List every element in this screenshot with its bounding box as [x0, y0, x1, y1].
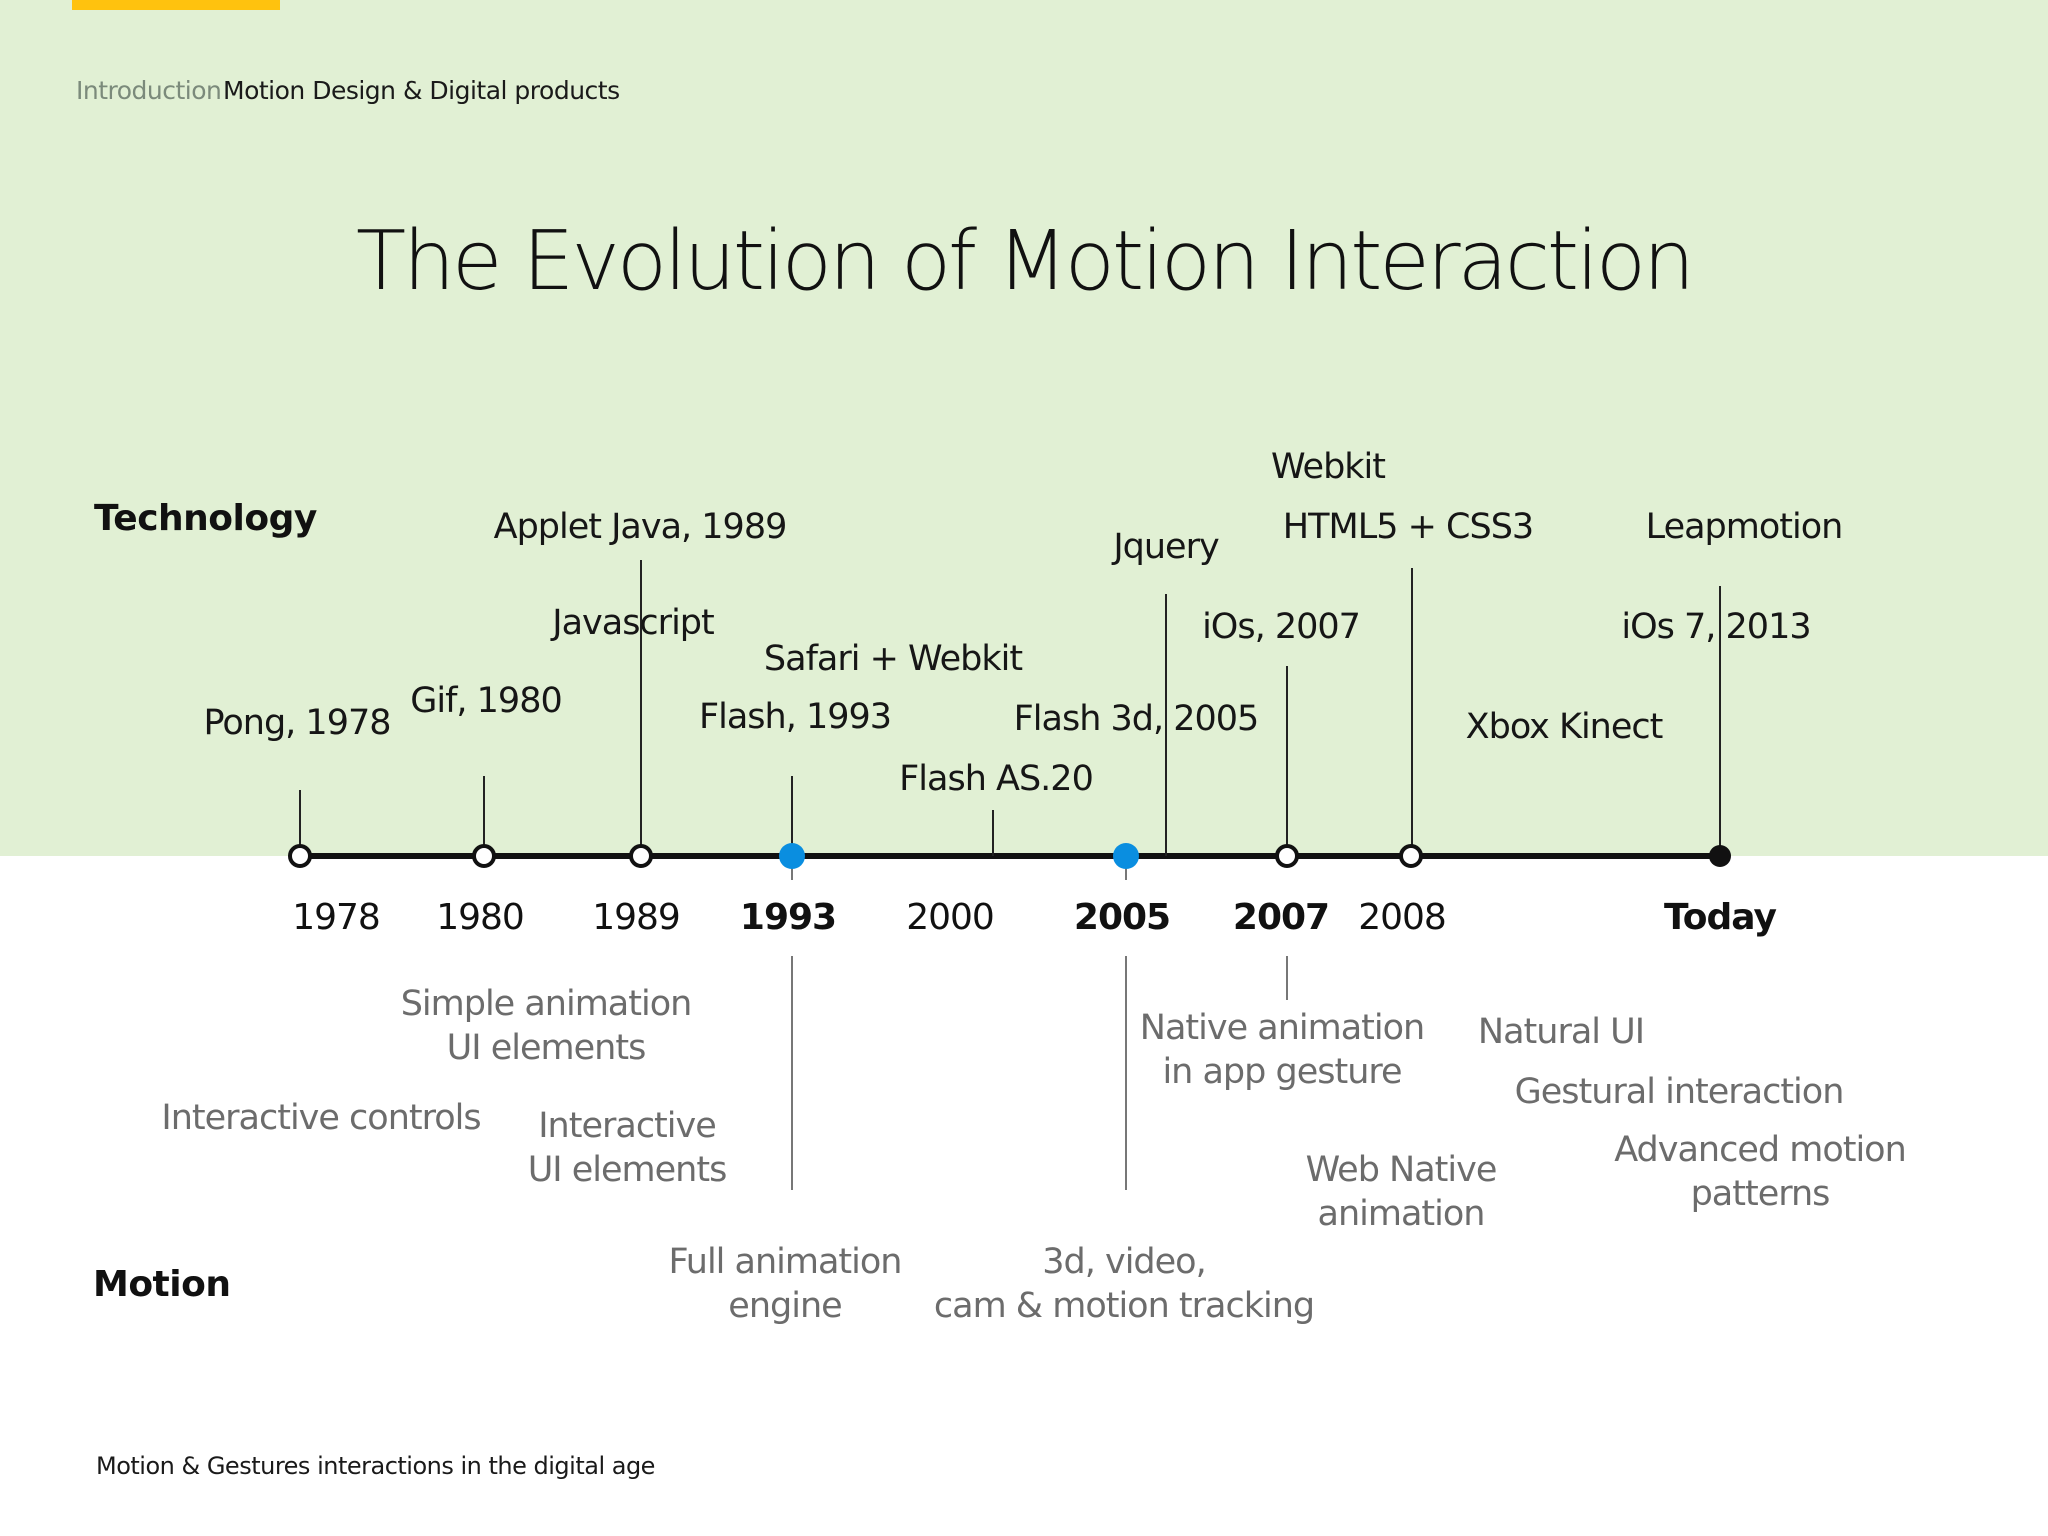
tech-label: iOs 7, 2013	[1621, 607, 1811, 647]
page-title: The Evolution of Motion Interaction	[355, 214, 1695, 309]
motion-label: Gestural interaction	[1514, 1070, 1845, 1114]
tech-label: Pong, 1978	[203, 703, 392, 743]
timeline-node-open	[472, 844, 496, 868]
tech-label: Leapmotion	[1645, 507, 1844, 547]
timeline-node-open	[288, 844, 312, 868]
tech-label: Flash, 1993	[698, 697, 892, 737]
motion-label: Interactive controls	[161, 1096, 481, 1140]
motion-label-line: 3d, video,	[1042, 1242, 1206, 1282]
motion-label: Full animation engine	[668, 1240, 903, 1328]
tech-label: Flash AS.20	[899, 759, 1094, 799]
year-label: 2007	[1232, 897, 1330, 938]
motion-label-line: UI elements	[446, 1028, 647, 1068]
timeline-node-open	[1275, 844, 1299, 868]
year-label: 1993	[739, 897, 837, 938]
breadcrumb-page[interactable]: Motion Design & Digital products	[223, 76, 620, 105]
timeline-node-open	[629, 844, 653, 868]
motion-label: Simple animation UI elements	[400, 982, 693, 1070]
tech-label: Jquery	[1113, 527, 1219, 567]
accent-bar	[72, 0, 280, 10]
year-label: 1980	[436, 897, 525, 938]
timeline-node-open	[1399, 844, 1423, 868]
motion-label-line: Natural UI	[1477, 1012, 1645, 1052]
motion-label: Web Native animation	[1305, 1148, 1498, 1236]
motion-label-line: Gestural interaction	[1514, 1072, 1845, 1112]
motion-label-line: engine	[728, 1286, 842, 1326]
tech-label: Flash 3d, 2005	[1013, 699, 1260, 739]
motion-label-line: Web Native	[1305, 1150, 1498, 1190]
year-label: Today	[1664, 897, 1777, 938]
timeline-node-today	[1709, 845, 1731, 867]
tech-label: Applet Java, 1989	[493, 507, 788, 547]
row-label-motion: Motion	[93, 1264, 231, 1305]
motion-label-line: Native animation	[1139, 1008, 1425, 1048]
year-label: 2005	[1073, 897, 1171, 938]
tech-label: iOs, 2007	[1202, 607, 1361, 647]
motion-label: Interactive UI elements	[527, 1104, 728, 1192]
year-label: 1989	[592, 897, 681, 938]
tech-label: Gif, 1980	[410, 681, 562, 721]
motion-label: Advanced motion patterns	[1614, 1128, 1907, 1216]
motion-label-line: animation	[1317, 1194, 1486, 1234]
motion-label-line: cam & motion tracking	[933, 1286, 1315, 1326]
timeline-node-highlight	[1113, 843, 1139, 869]
motion-label-line: UI elements	[527, 1150, 728, 1190]
motion-label-line: in app gesture	[1162, 1052, 1402, 1092]
year-label: 2000	[906, 897, 995, 938]
year-label: 2008	[1358, 897, 1447, 938]
tech-label: Javascript	[552, 603, 714, 643]
motion-label-line: Advanced motion	[1614, 1130, 1907, 1170]
motion-label-line: Interactive controls	[161, 1098, 481, 1138]
top-band-background	[0, 0, 2048, 856]
tech-label: HTML5 + CSS3	[1282, 507, 1534, 547]
tech-label: Xbox Kinect	[1465, 707, 1664, 747]
tech-label: Safari + Webkit	[763, 639, 1023, 679]
motion-label: Native animation in app gesture	[1139, 1006, 1425, 1094]
motion-label-line: patterns	[1690, 1174, 1831, 1214]
motion-label: Natural UI	[1477, 1010, 1645, 1054]
motion-label-line: Interactive	[538, 1106, 717, 1146]
motion-label-line: Simple animation	[400, 984, 693, 1024]
row-label-technology: Technology	[94, 498, 317, 539]
breadcrumb-section[interactable]: Introduction	[76, 76, 222, 105]
timeline-node-highlight	[779, 843, 805, 869]
tech-label: Webkit	[1270, 447, 1386, 487]
motion-label-line: Full animation	[668, 1242, 903, 1282]
year-label: 1978	[292, 897, 381, 938]
footer-caption: Motion & Gestures interactions in the di…	[96, 1452, 655, 1480]
motion-label: 3d, video, cam & motion tracking	[933, 1240, 1315, 1328]
